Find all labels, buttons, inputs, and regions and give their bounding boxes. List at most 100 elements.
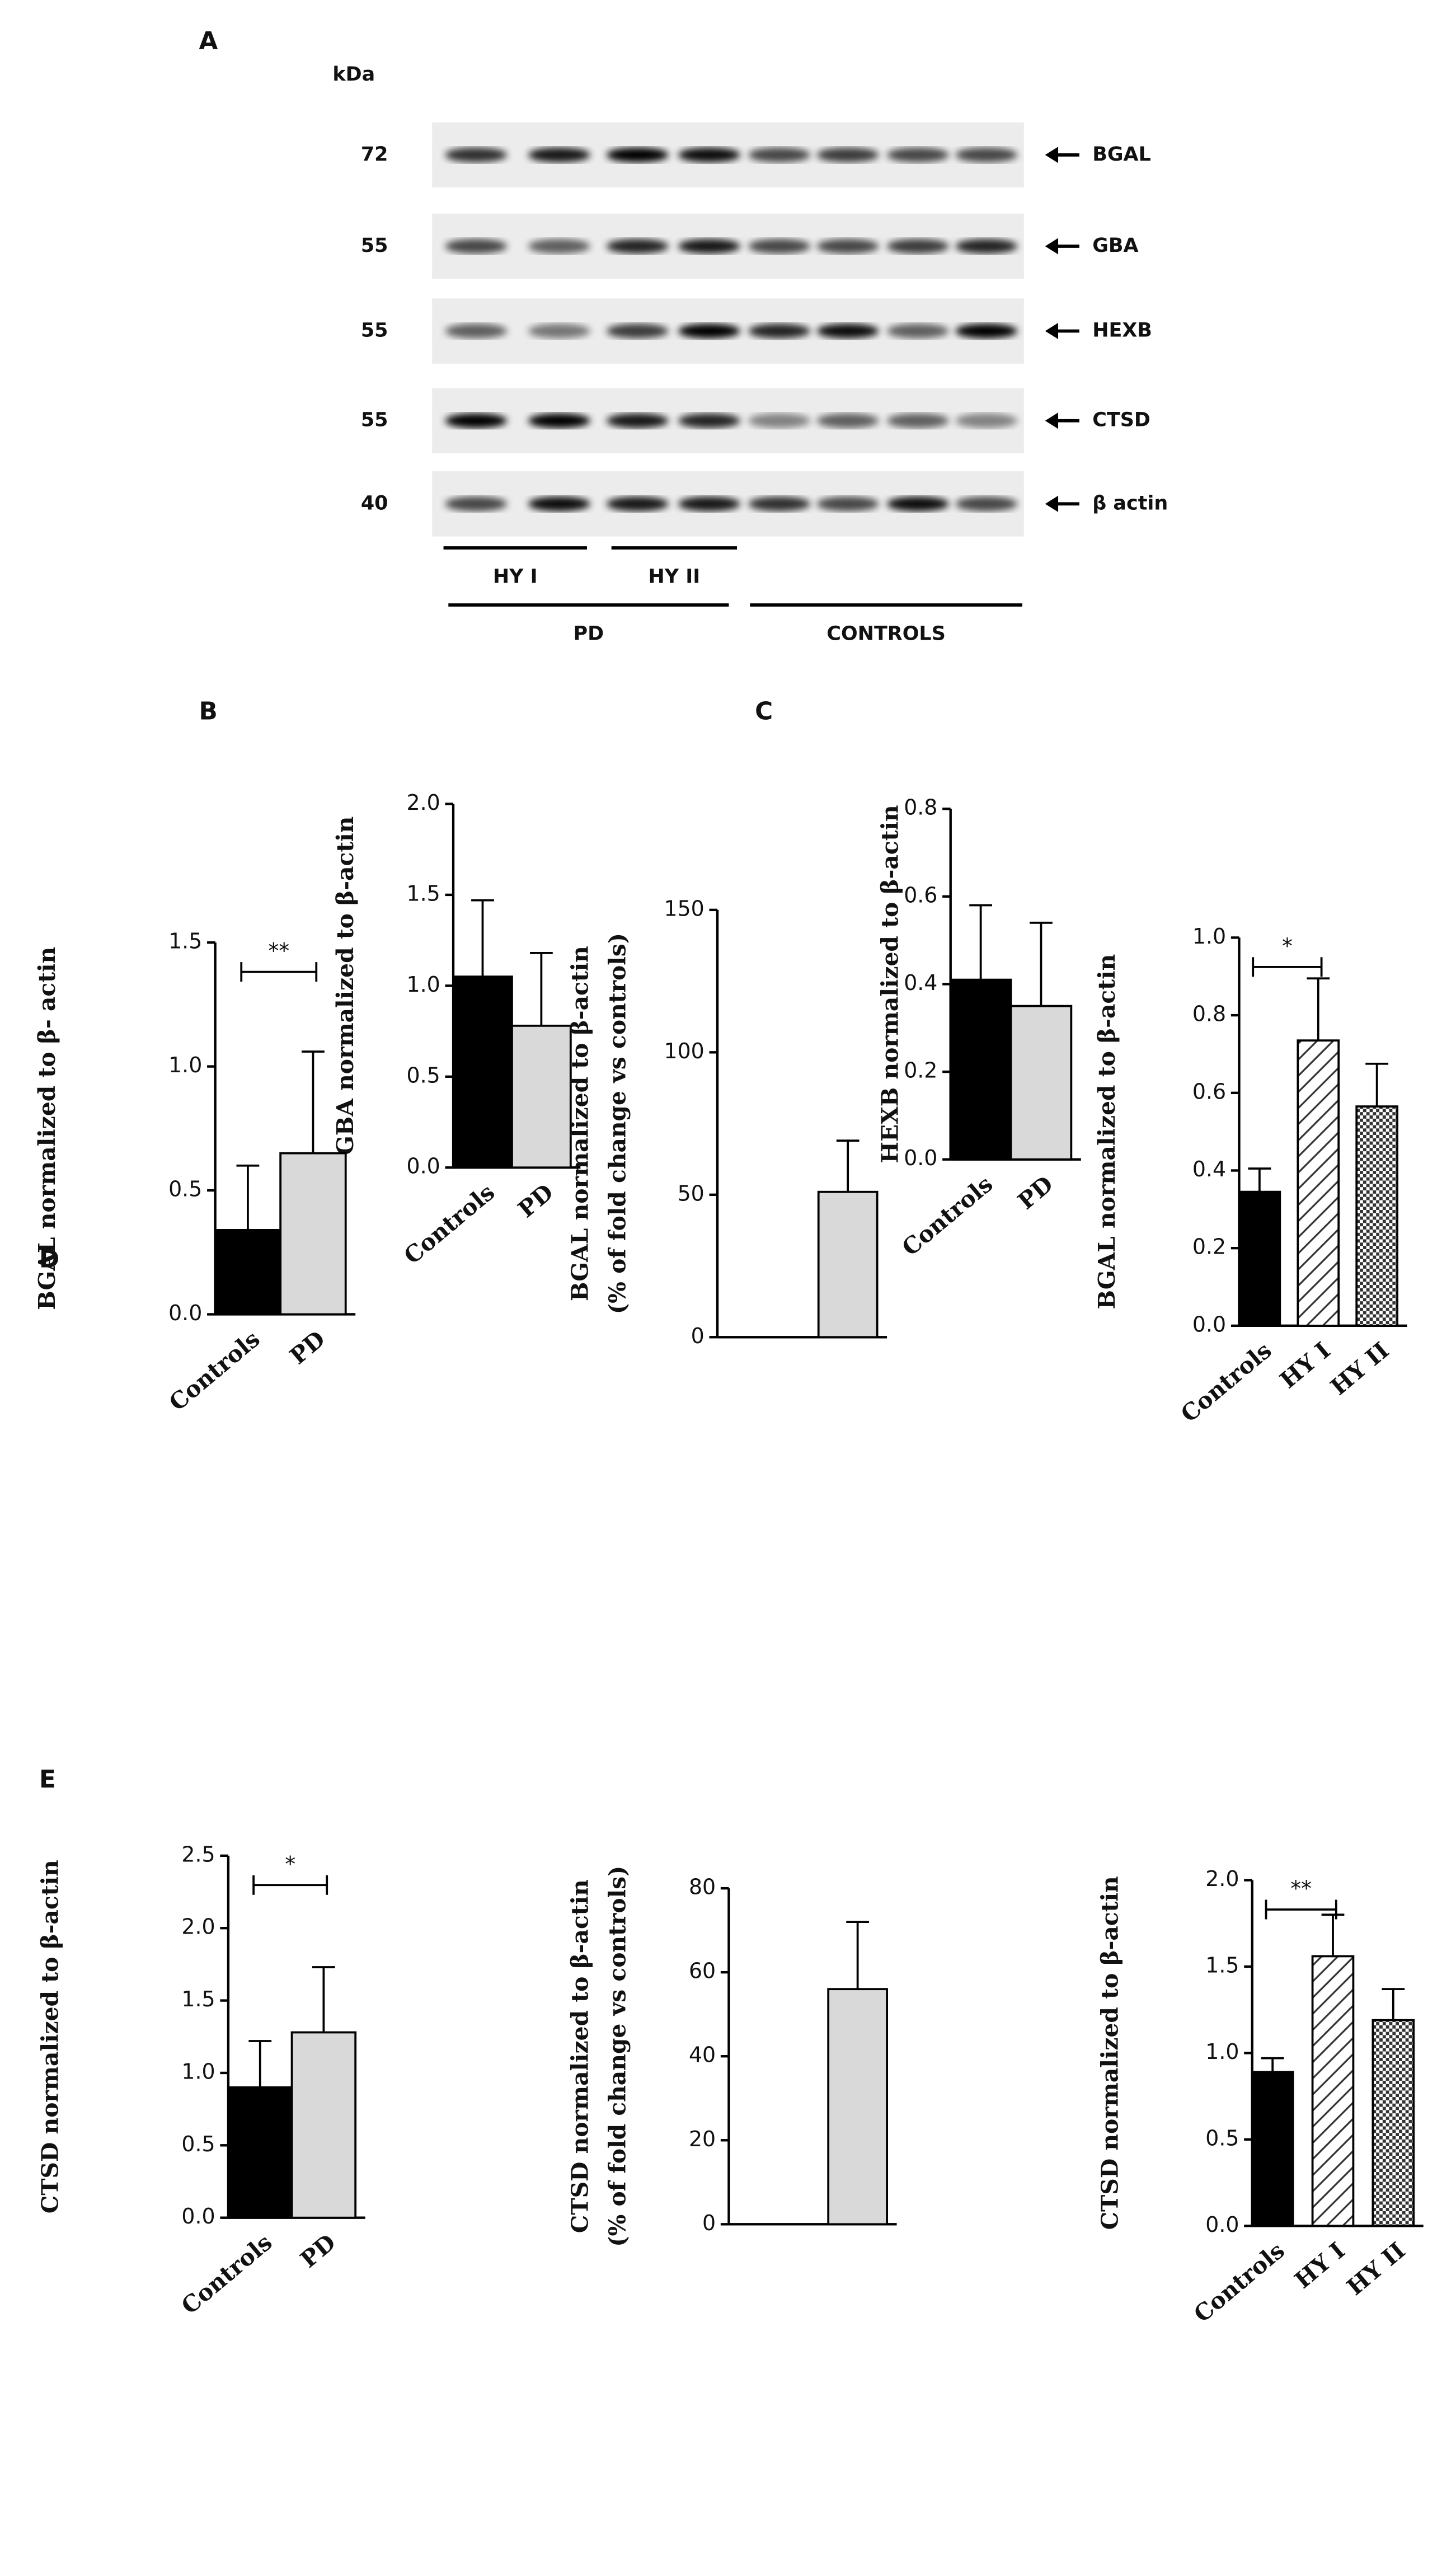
bar [1009,1005,1073,1161]
blot-band [887,323,949,339]
y-tick-label: 0.5 [181,2132,215,2156]
y-tick-label: 1.0 [1192,924,1226,949]
blot-band [955,323,1018,339]
blot-band [528,496,590,512]
bar [511,1024,572,1169]
blot-band [606,413,669,428]
group-label: PD [574,622,604,645]
bar [1238,1190,1281,1327]
y-axis-label: CTSD normalized to β-actin [37,1860,64,2213]
significance: ** [268,939,289,963]
arrow-head [1045,147,1059,163]
blot-band [816,323,879,339]
y-tick-label: 0.8 [904,795,937,820]
bar [290,2031,357,2219]
x-tick-label: Controls [1176,1337,1276,1428]
panel-letter: E [39,1765,56,1794]
bar [1297,1039,1340,1327]
blot-band [678,238,740,254]
blot-band [528,238,590,254]
y-axis-label: (% of fold change vs controls) [604,1866,631,2247]
y-tick-label: 0 [702,2211,716,2235]
blot-band [748,496,811,512]
panel-letter: A [199,27,218,55]
significance: * [285,1852,295,1877]
blot-band [887,496,949,512]
group-label: HY II [648,565,700,588]
blot-band [606,238,669,254]
y-tick-label: 0.2 [904,1058,937,1083]
y-axis-label: CTSD normalized to β-actin [567,1879,594,2233]
y-tick-label: 0.0 [168,1301,202,1325]
y-tick-label: 1.5 [407,881,440,906]
y-tick-label: 0.8 [1192,1002,1226,1026]
arrow-head [1045,412,1059,429]
x-tick-label: Controls [897,1170,998,1261]
blot-band [748,238,811,254]
bar [1251,2071,1294,2227]
panel-letter: B [199,697,217,725]
kda-marker: 40 [361,492,388,514]
y-tick-label: 0.2 [1192,1235,1226,1259]
x-tick-label: PD [1013,1170,1058,1214]
y-tick-label: 0.6 [904,883,937,907]
x-tick-label: Controls [164,1325,265,1416]
blot-band [606,323,669,339]
y-tick-label: 0.0 [181,2204,215,2229]
y-tick-label: 2.0 [407,790,440,815]
blot-band [816,238,879,254]
blot-band [528,147,590,162]
blot-band [606,496,669,512]
bar [279,1152,347,1316]
blot-band [887,147,949,162]
band-label: HEXB [1092,319,1152,341]
blot-band [887,238,949,254]
x-tick-label: HY II [1326,1337,1394,1401]
y-tick-label: 0.5 [1205,2126,1239,2150]
x-tick-label: HY I [1275,1337,1335,1394]
blot-band [678,496,740,512]
blot-band [445,413,508,428]
blot-band [955,238,1018,254]
blot-band [528,413,590,428]
y-tick-label: 20 [689,2127,716,2151]
y-tick-label: 0.4 [1192,1157,1226,1181]
y-tick-label: 0.5 [168,1177,202,1202]
y-axis-label: (% of fold change vs controls) [604,933,631,1314]
y-axis-label: GBA normalized to β-actin [332,817,359,1155]
arrow-head [1045,322,1059,340]
y-tick-label: 2.0 [181,1915,215,1939]
group-label: CONTROLS [826,622,946,645]
blot-band [887,413,949,428]
y-tick-label: 0.0 [1205,2212,1239,2237]
blot-band [816,413,879,428]
y-tick-label: 150 [664,896,704,921]
arrow-head [1045,238,1059,255]
y-tick-label: 0 [691,1324,704,1348]
y-tick-label: 1.0 [168,1053,202,1077]
band-label: CTSD [1092,409,1150,431]
y-axis-label: HEXB normalized to β-actin [876,805,903,1163]
y-tick-label: 0.6 [1192,1079,1226,1104]
kda-marker: 55 [361,409,388,431]
kda-unit: kDa [332,63,375,86]
blot-band [528,323,590,339]
y-tick-label: 1.5 [168,929,202,954]
bar [214,1228,282,1316]
panel-letter: C [755,697,773,725]
arrow-head [1045,495,1059,512]
y-tick-label: 1.0 [181,2059,215,2084]
bar [827,1988,888,2226]
blot-band [955,413,1018,428]
panel-letter: D [39,1245,59,1273]
y-tick-label: 0.0 [1192,1312,1226,1336]
significance: * [1282,933,1293,958]
blot-band [816,496,879,512]
kda-marker: 55 [361,319,388,341]
y-tick-label: 100 [664,1039,704,1063]
band-label: GBA [1092,234,1138,257]
blot-band [955,496,1018,512]
y-tick-label: 0.4 [904,970,937,995]
y-tick-label: 0.0 [904,1146,937,1170]
